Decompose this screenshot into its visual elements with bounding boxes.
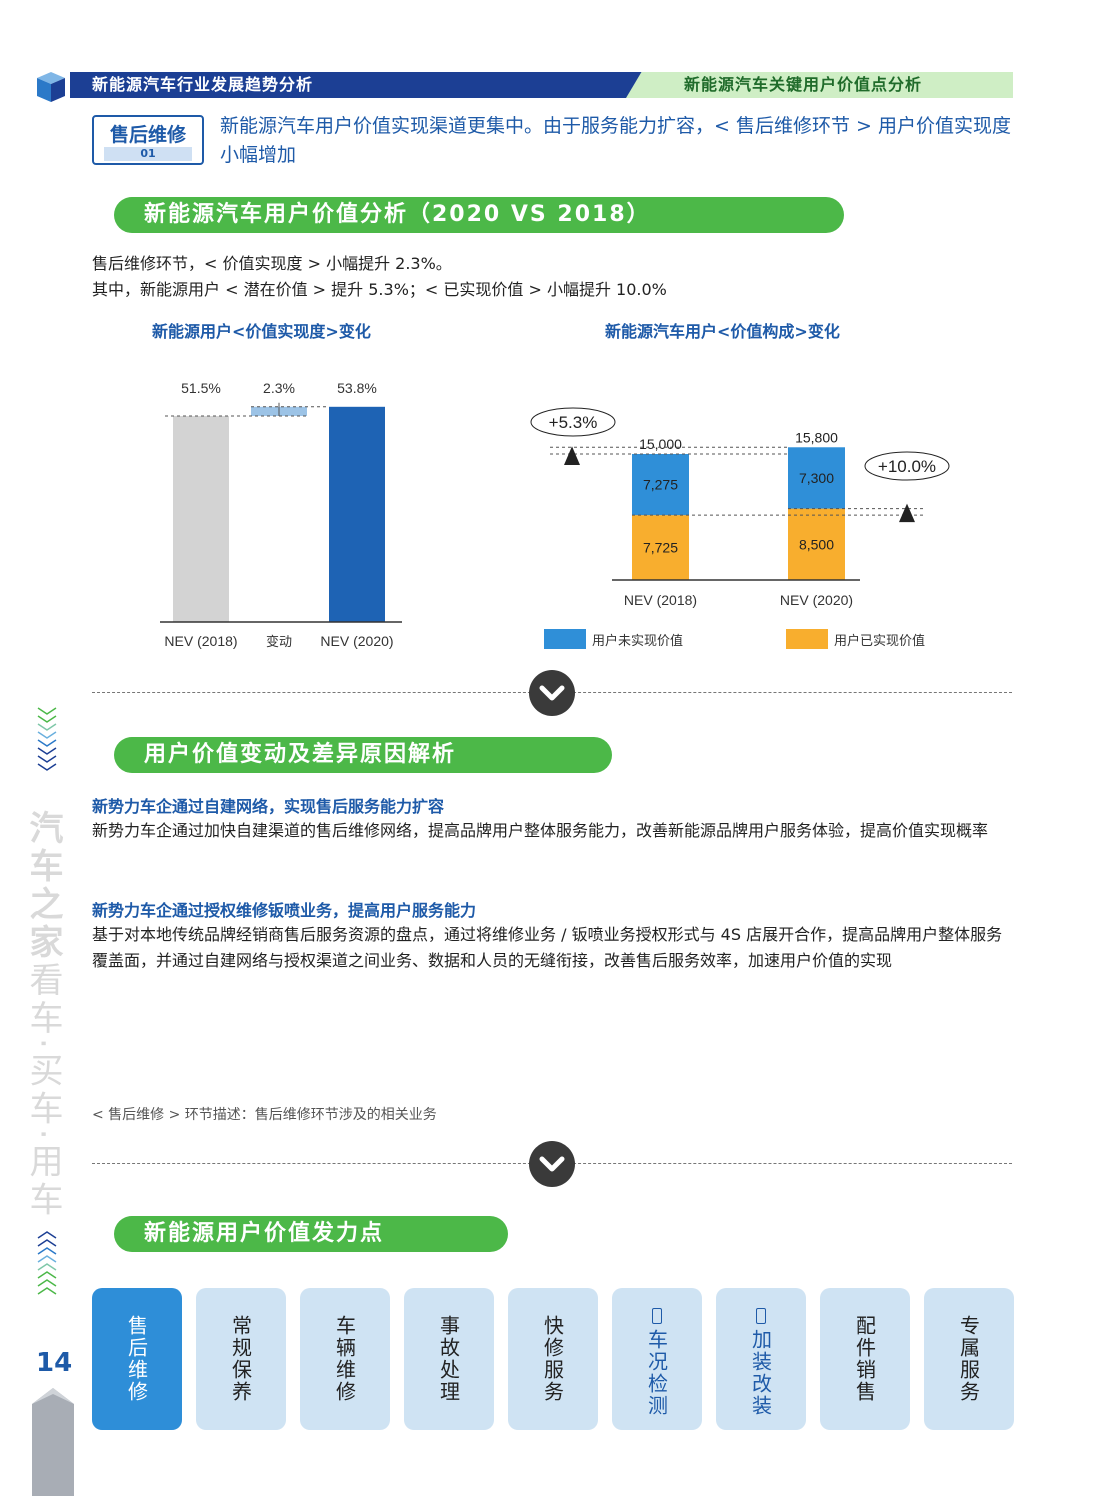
increase-triangle-icon: [564, 446, 580, 465]
tab-parts-sales[interactable]: 配件销售: [820, 1288, 910, 1430]
bar-unrealized-value: [788, 447, 845, 509]
sidebar-brand: 汽车之家看车·买车·用车: [23, 810, 63, 1220]
annotation-realized-change: +10.0%: [878, 457, 936, 476]
reason-text-1: 新势力车企通过加快自建渠道的售后维修网络，提高品牌用户整体服务能力，改善新能源品…: [92, 821, 989, 840]
tab-vehicle-repair[interactable]: 车辆维修: [300, 1288, 390, 1430]
page-tab-marker: [32, 1388, 74, 1496]
bar-realized-value: [632, 515, 689, 580]
chart2-stacked-bar: 7,725 7,275 15,000 NEV (2018) 8,500 7,300 15,8…: [530, 407, 950, 649]
section-title-text: 新能源用户价值发力点: [114, 1216, 508, 1252]
annotation-oval: [530, 407, 616, 437]
data-label-realized: 7,725: [643, 540, 678, 556]
section-title-reasons: 用户价值变动及差异原因解析: [92, 737, 612, 773]
bar-nev-2018: [173, 416, 229, 622]
legend-label-realized: 用户已实现价值: [834, 633, 925, 648]
section-title-text: 新能源汽车用户价值分析（2020 VS 2018）: [114, 197, 844, 233]
value-label: 2.3%: [263, 380, 295, 396]
page-number: 14: [36, 1348, 73, 1378]
tab-modification[interactable]: 加装改装: [716, 1288, 806, 1430]
chevron-down-icon: [529, 1141, 575, 1187]
tab-exclusive-service[interactable]: 专属服务: [924, 1288, 1014, 1430]
tab-regular-maintenance[interactable]: 常规保养: [196, 1288, 286, 1430]
section-title-value-analysis: 新能源汽车用户价值分析（2020 VS 2018）: [92, 197, 844, 233]
header-chapter-title: 新能源汽车关键用户价值点分析: [626, 72, 1013, 98]
data-label-unrealized: 7,300: [799, 470, 834, 486]
footnote: < 售后维修 > 环节描述：售后维修环节涉及的相关业务: [92, 1107, 437, 1123]
total-label: 15,000: [639, 436, 682, 452]
annotation-potential-change: +5.3%: [549, 413, 598, 432]
chevron-stack-down-icon: [37, 707, 57, 771]
legend-swatch-unrealized: [544, 629, 586, 649]
battery-icon: [756, 1308, 766, 1324]
reason-heading-1: 新势力车企通过自建网络，实现售后服务能力扩容: [92, 797, 445, 816]
category-label: NEV (2020): [780, 592, 853, 608]
total-label: 15,800: [795, 429, 838, 445]
bar-unrealized-value: [632, 454, 689, 516]
legend-swatch-realized: [786, 629, 828, 649]
cube-logo-icon: [37, 72, 65, 102]
summary-line-2: 其中，新能源用户 < 潜在价值 > 提升 5.3%；< 已实现价值 > 小幅提升…: [92, 280, 667, 299]
chart1-waterfall: 51.5% 2.3% 53.8% NEV (2018) 变动 NEV (2020): [160, 380, 402, 649]
badge-number: 01: [104, 147, 192, 161]
category-label: NEV (2018): [164, 633, 237, 649]
summary-line-1: 售后维修环节，< 价值实现度 > 小幅提升 2.3%。: [92, 254, 452, 273]
section-title-value-points: 新能源用户价值发力点: [92, 1216, 508, 1252]
bar-nev-2020: [329, 406, 385, 622]
tab-after-sales-repair[interactable]: 售后维修: [92, 1288, 182, 1430]
legend-label-unrealized: 用户未实现价值: [592, 633, 683, 648]
chevron-stack-up-icon: [37, 1231, 57, 1295]
category-label: NEV (2018): [624, 592, 697, 608]
value-label: 53.8%: [337, 380, 377, 396]
chart2-title: 新能源汽车用户<价值构成>变化: [605, 322, 840, 341]
header-section-title: 新能源汽车行业发展趋势分析: [70, 72, 650, 98]
battery-icon: [652, 1308, 662, 1324]
reason-text-2: 基于对本地传统品牌经销商售后服务资源的盘点，通过将维修业务 / 钣喷业务授权形式…: [92, 925, 1003, 970]
category-label: NEV (2020): [320, 633, 393, 649]
badge-title: 售后维修: [109, 124, 186, 146]
reason-heading-2: 新势力车企通过授权维修钣喷业务，提高用户服务能力: [92, 901, 477, 920]
chart1-title: 新能源用户<价值实现度>变化: [152, 322, 371, 341]
intro-text: 新能源汽车用户价值实现渠道更集中。由于服务能力扩容，< 售后维修环节 > 用户价…: [220, 115, 1011, 166]
badge: 售后维修 01: [92, 115, 204, 165]
category-label: 变动: [266, 634, 292, 649]
data-label-realized: 8,500: [799, 536, 834, 552]
data-label-unrealized: 7,275: [643, 477, 678, 493]
tab-accident-handling[interactable]: 事故处理: [404, 1288, 494, 1430]
tab-quick-repair[interactable]: 快修服务: [508, 1288, 598, 1430]
tab-vehicle-inspection[interactable]: 车况检测: [612, 1288, 702, 1430]
value-label: 51.5%: [181, 380, 221, 396]
chevron-down-icon: [529, 670, 575, 716]
bar-realized-value: [788, 508, 845, 580]
annotation-oval: [864, 451, 950, 481]
section-title-text: 用户价值变动及差异原因解析: [114, 737, 612, 773]
increase-triangle-icon: [899, 503, 915, 523]
